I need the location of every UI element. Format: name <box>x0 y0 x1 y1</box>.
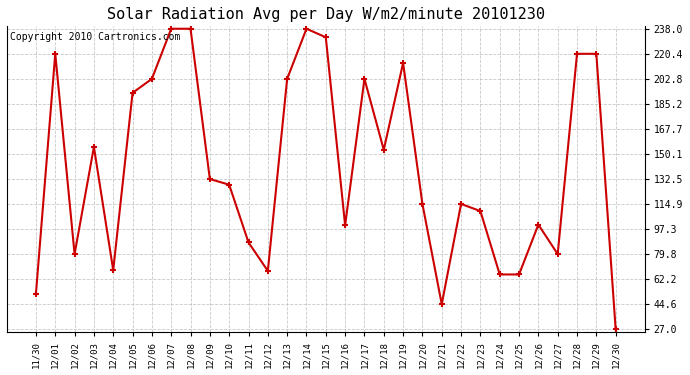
Title: Solar Radiation Avg per Day W/m2/minute 20101230: Solar Radiation Avg per Day W/m2/minute … <box>107 7 545 22</box>
Text: Copyright 2010 Cartronics.com: Copyright 2010 Cartronics.com <box>10 32 181 42</box>
